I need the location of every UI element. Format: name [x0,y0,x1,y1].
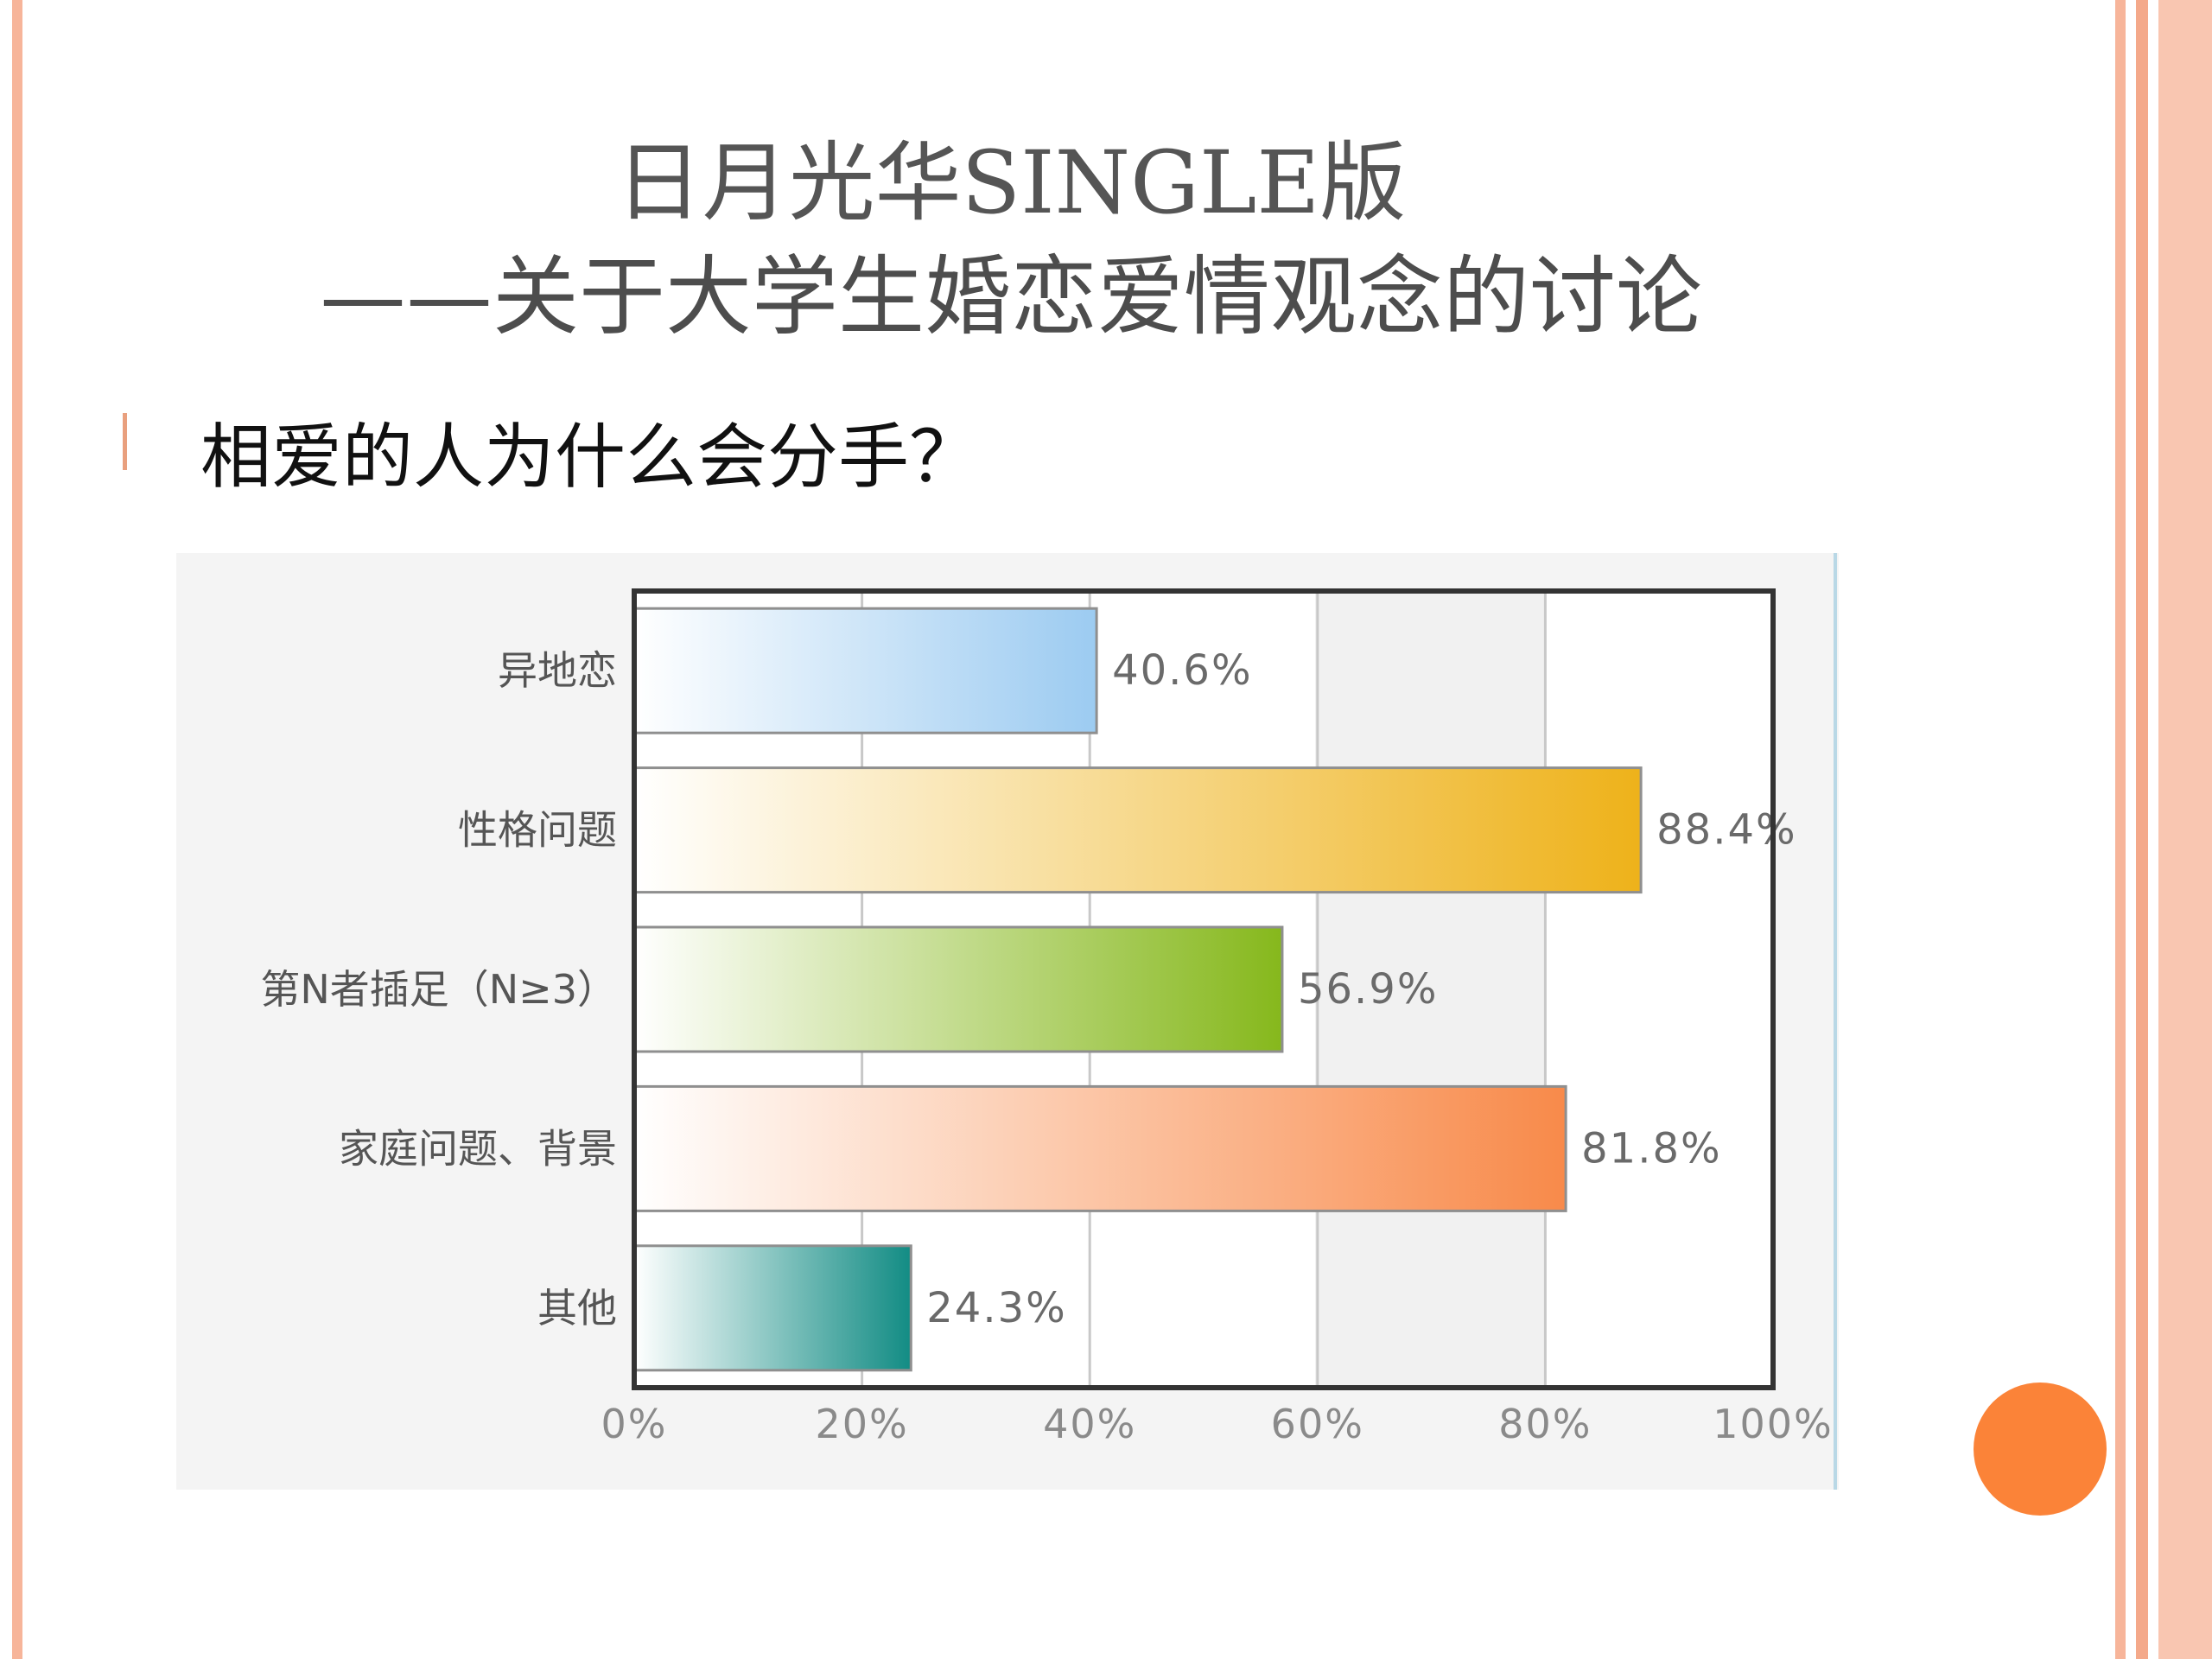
bullet-marker [123,413,127,470]
bar [632,607,1098,734]
x-tick-label: 60% [1271,1401,1364,1447]
frame-stripe-right-2 [2136,0,2148,1659]
x-tick-label: 40% [1043,1401,1136,1447]
category-label: 异地恋 [498,647,617,694]
bar-chart-svg: 异地恋 40.6% 性格问题 88.4% 第N者插足（N≥3） 56.9% 家庭问题、背景 8… [260,553,1837,1490]
category-label: 其他 [537,1285,617,1332]
value-label: 24.3% [926,1284,1066,1332]
bullet-question: 相爱的人为什么会分手？ [200,416,981,499]
x-tick-label: 20% [815,1401,908,1447]
value-label: 56.9% [1298,965,1438,1014]
category-label: 家庭问题、背景 [339,1125,617,1172]
x-tick-label: 80% [1498,1401,1592,1447]
bar-chart: 异地恋 40.6% 性格问题 88.4% 第N者插足（N≥3） 56.9% 家庭问题、背景 8… [176,553,1839,1490]
slide-title: 日月光华SINGLE版 [615,132,1407,233]
frame-stripe-right-1 [2115,0,2126,1659]
bar [632,925,1284,1053]
bar [632,766,1643,894]
frame-stripe-left [12,0,22,1659]
slide-subtitle: ——关于大学生婚恋爱情观念的讨论 [320,246,1702,347]
category-label: 第N者插足（N≥3） [260,966,617,1013]
value-label: 40.6% [1112,646,1252,695]
bar [632,1244,912,1372]
frame-stripe-right-3 [2158,0,2212,1659]
category-label: 性格问题 [458,807,617,854]
bar [632,1084,1567,1212]
decorative-orange-dot [1974,1382,2107,1516]
value-label: 88.4% [1656,806,1796,855]
x-tick-label: 100% [1713,1401,1834,1447]
x-tick-label: 0% [601,1401,668,1447]
value-label: 81.8% [1581,1124,1721,1173]
plot-band [1315,591,1544,1388]
